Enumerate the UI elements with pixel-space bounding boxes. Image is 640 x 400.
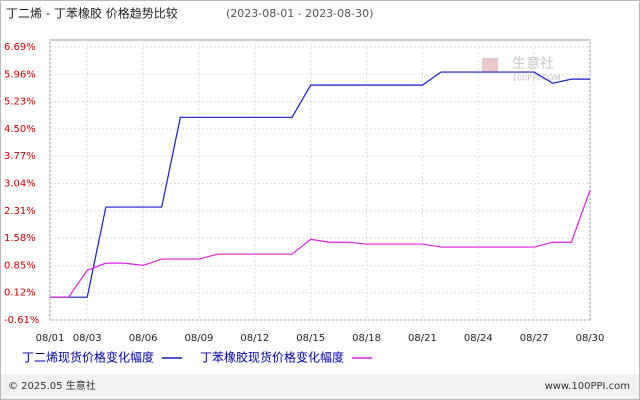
y-tick-label: 4.50% [4,124,36,135]
chart-title: 丁二烯 - 丁苯橡胶 价格趋势比较 [6,6,178,21]
x-tick-label: 08/24 [464,333,493,344]
chart-subtitle: (2023-08-01 - 2023-08-30) [226,7,373,20]
series-line [50,190,591,298]
y-tick-label: 6.69% [4,42,36,53]
watermark-name: 生意社 [512,55,554,72]
y-tick-label: 2.31% [4,206,36,217]
series-line [50,71,590,298]
y-tick-label: 5.23% [4,97,36,108]
x-tick-label: 08/06 [129,333,158,344]
watermark-icon [482,58,498,72]
x-tick-label: 08/03 [73,333,102,344]
legend-label: 丁二烯现货价格变化幅度 [22,350,154,365]
footer-copyright: © 2025.05 生意社 [8,379,96,392]
footer-bar [1,374,639,399]
watermark: 生意社 100PPI.COM [482,55,561,83]
watermark-site: 100PPI.COM [512,74,561,83]
y-tick-label: 1.58% [4,233,36,244]
x-tick-label: 08/15 [296,333,325,344]
x-tick-label: 08/21 [408,333,437,344]
x-tick-label: 08/01 [36,333,65,344]
y-tick-label: 3.77% [4,151,36,162]
x-tick-label: 08/18 [352,333,381,344]
y-tick-label: 3.04% [4,179,36,190]
y-tick-label: -0.61% [4,315,39,326]
x-tick-label: 08/12 [240,333,269,344]
y-tick-label: 0.85% [4,260,36,271]
x-tick-label: 08/27 [520,333,549,344]
footer-site: www.100PPI.com [545,381,630,392]
y-tick-label: 0.12% [4,288,36,299]
legend-label: 丁苯橡胶现货价格变化幅度 [200,350,344,365]
x-tick-label: 08/09 [185,333,214,344]
x-tick-label: 08/30 [576,333,605,344]
y-tick-label: 5.96% [4,69,36,80]
